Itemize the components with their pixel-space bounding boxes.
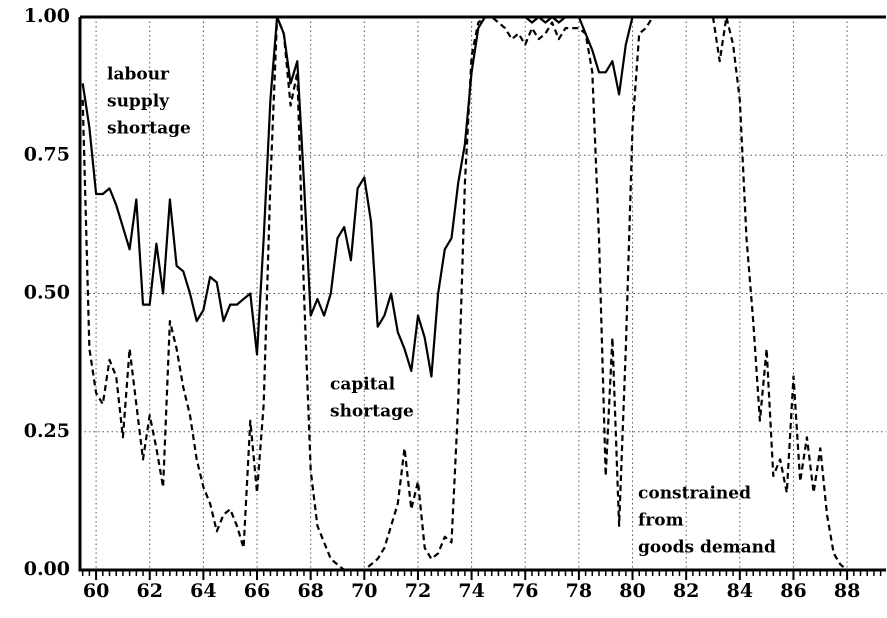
series-line [81, 15, 881, 378]
x-tick-label: 80 [619, 580, 645, 602]
annotation: labour [107, 65, 170, 85]
y-tick-label: 0.75 [24, 143, 70, 165]
x-tick-label: 84 [727, 580, 753, 602]
series-line [81, 15, 881, 572]
x-tick-label: 64 [190, 580, 216, 602]
x-tick-label: 82 [673, 580, 699, 602]
x-tick-label: 86 [780, 580, 806, 602]
x-tick-label: 60 [83, 580, 109, 602]
annotation: shortage [330, 402, 414, 422]
annotation: supply [107, 92, 170, 112]
annotation: from [638, 511, 684, 531]
x-tick-label: 74 [458, 580, 484, 602]
x-tick-label: 70 [351, 580, 377, 602]
annotation: goods demand [638, 538, 776, 558]
x-tick-label: 76 [512, 580, 538, 602]
annotation: shortage [107, 119, 191, 139]
annotation: constrained [638, 484, 751, 504]
x-tick-label: 68 [297, 580, 323, 602]
y-tick-label: 0.00 [24, 558, 70, 580]
annotation: capital [330, 375, 396, 395]
x-tick-label: 78 [566, 580, 592, 602]
x-tick-label: 62 [137, 580, 163, 602]
y-tick-label: 0.50 [24, 282, 70, 304]
y-tick-label: 0.25 [24, 420, 70, 442]
x-tick-label: 88 [834, 580, 860, 602]
y-tick-label: 1.00 [24, 5, 70, 27]
x-tick-label: 72 [405, 580, 431, 602]
x-tick-label: 66 [244, 580, 270, 602]
